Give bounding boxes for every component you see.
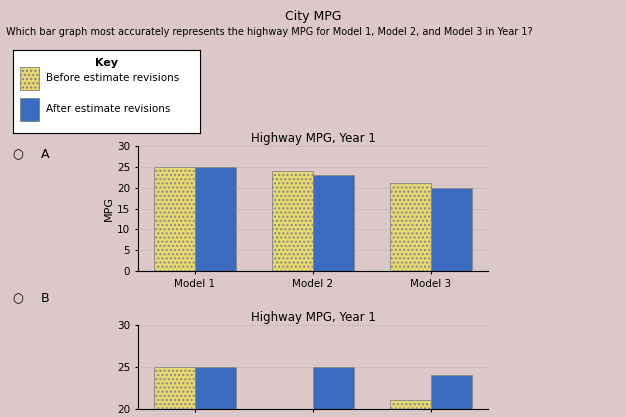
Bar bbox=[20, 98, 39, 121]
Y-axis label: MPG: MPG bbox=[104, 196, 114, 221]
Text: ○: ○ bbox=[13, 148, 23, 161]
Title: Highway MPG, Year 1: Highway MPG, Year 1 bbox=[250, 132, 376, 145]
Bar bbox=[390, 400, 431, 417]
Text: Before estimate revisions: Before estimate revisions bbox=[46, 73, 180, 83]
Bar bbox=[195, 367, 236, 417]
Text: A: A bbox=[41, 148, 49, 161]
Bar bbox=[153, 367, 195, 417]
Text: Which bar graph most accurately represents the highway MPG for Model 1, Model 2,: Which bar graph most accurately represen… bbox=[6, 27, 533, 37]
Bar bbox=[195, 167, 236, 271]
Text: ○: ○ bbox=[13, 292, 23, 305]
Bar bbox=[431, 188, 473, 271]
Bar bbox=[431, 375, 473, 417]
Text: After estimate revisions: After estimate revisions bbox=[46, 104, 171, 114]
Bar bbox=[313, 175, 354, 271]
Title: Highway MPG, Year 1: Highway MPG, Year 1 bbox=[250, 311, 376, 324]
Bar bbox=[272, 171, 313, 271]
Bar bbox=[20, 67, 39, 90]
Bar bbox=[390, 183, 431, 271]
Bar bbox=[313, 367, 354, 417]
Text: B: B bbox=[41, 292, 49, 305]
Bar bbox=[153, 167, 195, 271]
Text: City MPG: City MPG bbox=[285, 10, 341, 23]
Text: Key: Key bbox=[95, 58, 118, 68]
